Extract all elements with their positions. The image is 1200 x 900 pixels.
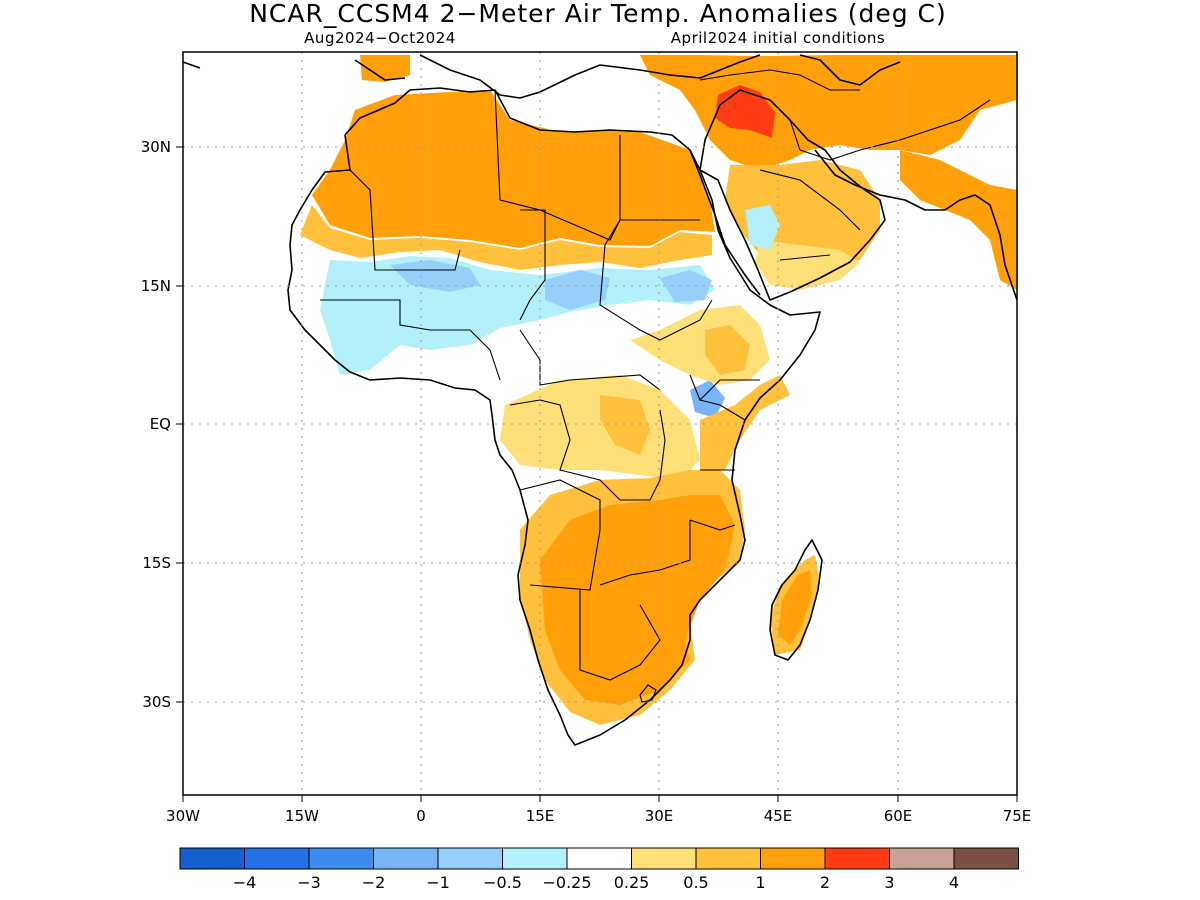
lat-label: 15S: [142, 554, 171, 572]
anomaly-region-lake-victoria-cool: [690, 380, 725, 418]
colorbar-label: −0.5: [483, 873, 522, 892]
colorbar: [179, 847, 1019, 870]
border-arabia-internal: [759, 169, 861, 261]
anomaly-region-sahel-cool-core-central: [545, 270, 610, 310]
colorbar-swatch: [631, 847, 697, 870]
colorbar-swatch: [760, 847, 826, 870]
colorbar-swatch: [953, 847, 1019, 870]
anomaly-region-sahel-cool-core-west: [390, 260, 480, 292]
mediterranean-north-coast: [183, 54, 761, 99]
lon-label: 60E: [884, 807, 913, 825]
border-east-africa: [689, 374, 760, 421]
caspian-coast: [799, 54, 901, 86]
colorbar-label: 1: [755, 873, 765, 892]
madagascar-coastline: [769, 539, 823, 661]
colorbar-label: 4: [949, 873, 959, 892]
border-drc: [509, 399, 666, 501]
colorbar-label: −0.25: [542, 873, 591, 892]
axis-ticks: [176, 146, 1018, 802]
lat-label: 30N: [141, 138, 171, 156]
anomaly-region-north-africa-2: [312, 90, 715, 248]
anomaly-region-iran-2: [900, 150, 1017, 290]
anomaly-region-levant-iraq-2: [640, 55, 1017, 170]
border-turkey: [699, 69, 860, 91]
colorbar-swatch: [566, 847, 632, 870]
coastlines: [183, 54, 1017, 746]
colorbar-swatch: [502, 847, 568, 870]
map-title: NCAR_CCSM4 2−Meter Air Temp. Anomalies (…: [249, 0, 947, 28]
lon-label: 15E: [526, 807, 555, 825]
border-tanzania-mozambique: [689, 469, 736, 531]
grid-lines: [183, 52, 1017, 795]
colorbar-swatch: [695, 847, 761, 870]
anomaly-region-central-africa-1: [600, 395, 650, 455]
colorbar-label: 3: [884, 873, 894, 892]
border-zambia-zim: [599, 520, 691, 586]
africa-coastline: [287, 87, 821, 746]
country-borders: [320, 69, 991, 703]
lat-label: 30S: [142, 693, 171, 711]
colorbar-swatch: [308, 847, 374, 870]
lat-label: 15N: [141, 277, 171, 295]
anomaly-region-ethiopia-1: [705, 325, 750, 375]
lon-label: 45E: [764, 807, 793, 825]
colorbar-labels: −4 −3 −2 −1 −0.5 −0.25 0.25 0.5 1 2 3 4: [233, 873, 959, 892]
map-subtitle-initial-conditions: April2024 initial conditions: [671, 29, 885, 47]
red-sea-west-coast: [689, 149, 761, 296]
latitude-labels: 30N 15N EQ 15S 30S: [141, 138, 171, 711]
anomaly-region-sahel-1: [300, 205, 712, 270]
anomaly-region-madagascar-2: [778, 570, 812, 645]
border-iran-iraq: [789, 99, 991, 161]
colorbar-label: −4: [233, 873, 257, 892]
colorbar-label: −1: [426, 873, 450, 892]
colorbar-label: 0.5: [683, 873, 708, 892]
colorbar-label: −2: [362, 873, 386, 892]
colorbar-swatch: [244, 847, 310, 870]
border-niger-chad: [519, 209, 546, 321]
lon-label: 75E: [1003, 807, 1032, 825]
border-namibia-botswana: [579, 590, 661, 681]
lon-label: 30E: [645, 807, 674, 825]
colorbar-swatch: [373, 847, 439, 870]
lat-label: EQ: [150, 415, 171, 433]
lon-label: 0: [416, 807, 426, 825]
border-west-africa: [320, 299, 501, 381]
border-mauritania-mali: [349, 169, 461, 271]
border-cameroon-car: [519, 329, 661, 391]
lon-label: 15W: [285, 807, 319, 825]
anomaly-region-arabia-05: [755, 240, 860, 290]
arabia-coastline: [699, 89, 886, 301]
colorbar-label: 0.25: [614, 873, 650, 892]
map-plot-area: [183, 52, 1017, 795]
colorbar-swatch: [437, 847, 503, 870]
anomaly-region-arabia-cool: [745, 205, 780, 250]
colorbar-label: −3: [297, 873, 321, 892]
colorbar-swatch: [889, 847, 955, 870]
border-sudan: [599, 135, 713, 341]
border-angola: [519, 479, 601, 591]
persian-gulf-coast: [814, 149, 1017, 301]
colorbar-swatch: [824, 847, 890, 870]
colorbar-swatch: [179, 847, 245, 870]
map-subtitle-period: Aug2024−Oct2024: [304, 29, 456, 47]
lon-label: 30W: [166, 807, 200, 825]
anomaly-region-mediterranean-north-2: [360, 55, 410, 82]
border-lesotho: [639, 684, 657, 703]
colorbar-label: 2: [820, 873, 830, 892]
longitude-labels: 30W 15W 0 15E 30E 45E 60E 75E: [166, 807, 1031, 825]
anomaly-region-sahel-cool-core-east: [660, 270, 712, 302]
anomaly-region-central-africa-05: [500, 375, 700, 480]
